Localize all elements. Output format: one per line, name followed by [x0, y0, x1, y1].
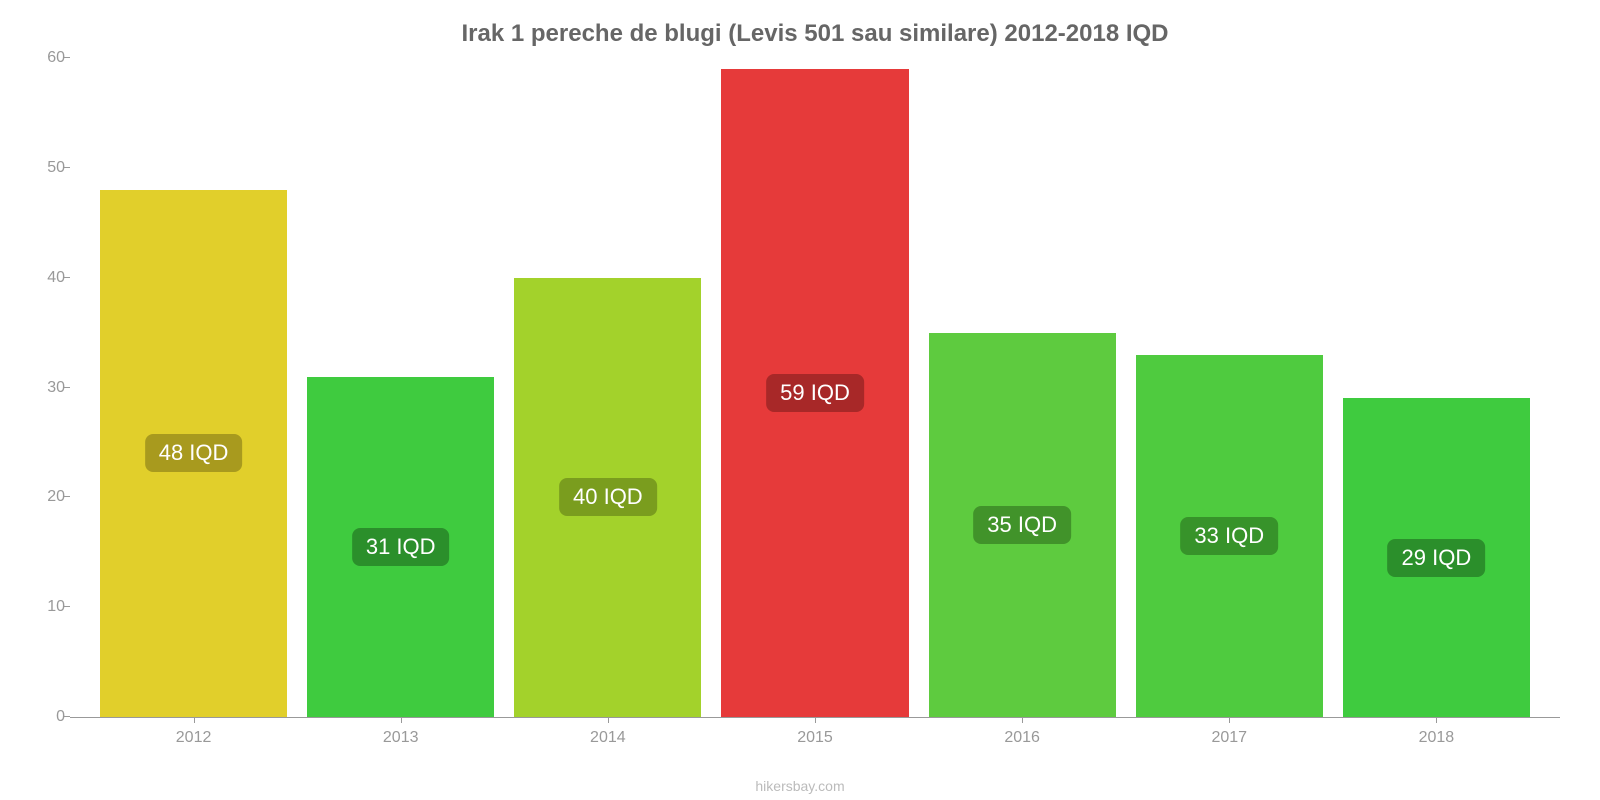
bar: 31 IQD [307, 377, 494, 717]
x-tick-mark [401, 717, 402, 723]
x-tick-mark [1022, 717, 1023, 723]
chart-container: Irak 1 pereche de blugi (Levis 501 sau s… [0, 0, 1600, 800]
x-tick-label: 2013 [297, 729, 504, 747]
y-tick-label: 10 [25, 598, 65, 616]
plot-area: 0102030405060 48 IQD31 IQD40 IQD59 IQD35… [70, 58, 1560, 718]
bar-slot: 59 IQD [711, 58, 918, 717]
x-tick-label: 2014 [504, 729, 711, 747]
y-tick-label: 60 [25, 49, 65, 67]
bar: 33 IQD [1136, 355, 1323, 717]
x-tick-mark [194, 717, 195, 723]
y-axis: 0102030405060 [25, 58, 65, 717]
bar: 40 IQD [514, 278, 701, 717]
bar-value-label: 48 IQD [145, 434, 243, 472]
x-tick-mark [608, 717, 609, 723]
bar: 59 IQD [721, 69, 908, 717]
bar-slot: 31 IQD [297, 58, 504, 717]
bars-row: 48 IQD 31 IQD 40 IQD 59 IQD 35 IQD 33 IQD 29 I… [70, 58, 1560, 717]
bar-slot: 40 IQD [504, 58, 711, 717]
y-tick-label: 50 [25, 159, 65, 177]
bar-value-label: 59 IQD [766, 374, 864, 412]
bar-value-label: 33 IQD [1180, 517, 1278, 555]
x-tick-label: 2015 [711, 729, 918, 747]
bar-value-label: 35 IQD [973, 506, 1071, 544]
x-tick-label: 2018 [1333, 729, 1540, 747]
attribution: hikersbay.com [755, 778, 844, 794]
x-tick-label: 2017 [1126, 729, 1333, 747]
bar-value-label: 31 IQD [352, 528, 450, 566]
x-tick-label: 2012 [90, 729, 297, 747]
bar-value-label: 29 IQD [1388, 539, 1486, 577]
y-tick-label: 30 [25, 379, 65, 397]
y-tick-label: 0 [25, 708, 65, 726]
bar-slot: 33 IQD [1126, 58, 1333, 717]
bar: 48 IQD [100, 190, 287, 717]
y-tick-label: 20 [25, 488, 65, 506]
bar: 35 IQD [929, 333, 1116, 717]
y-tick-label: 40 [25, 269, 65, 287]
bar-slot: 35 IQD [919, 58, 1126, 717]
x-tick-label: 2016 [919, 729, 1126, 747]
x-tick-mark [815, 717, 816, 723]
x-tick-mark [1436, 717, 1437, 723]
x-axis: 2012201320142015201620172018 [70, 729, 1560, 747]
bar-value-label: 40 IQD [559, 478, 657, 516]
bar: 29 IQD [1343, 398, 1530, 717]
chart-title: Irak 1 pereche de blugi (Levis 501 sau s… [70, 20, 1560, 48]
x-tick-mark [1229, 717, 1230, 723]
bar-slot: 29 IQD [1333, 58, 1540, 717]
bar-slot: 48 IQD [90, 58, 297, 717]
